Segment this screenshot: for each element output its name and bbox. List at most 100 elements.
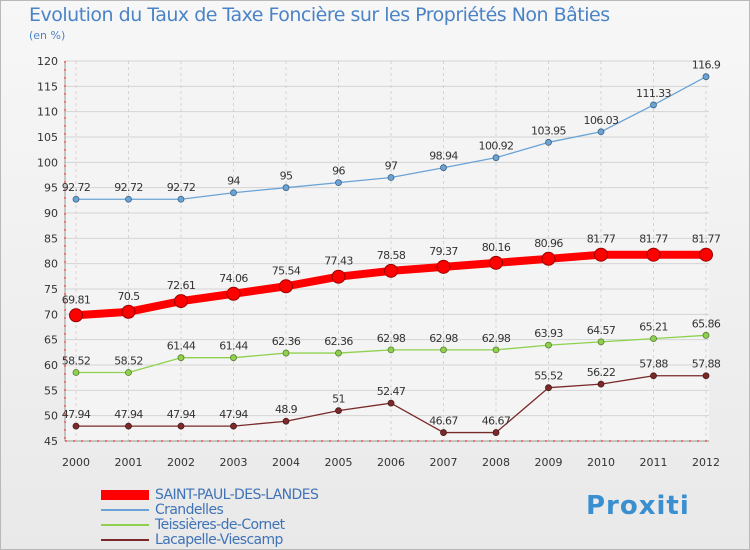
data-label: 57.88 [692, 358, 721, 371]
x-tick-label: 2002 [167, 456, 195, 469]
y-tick-label: 120 [37, 55, 58, 68]
y-tick-label: 100 [37, 156, 58, 169]
data-point [597, 380, 605, 388]
y-tick-label: 110 [37, 106, 58, 119]
data-point [545, 384, 552, 392]
y-tick-label: 75 [44, 283, 58, 296]
data-label: 98.94 [429, 150, 458, 163]
data-label: 103.95 [531, 124, 566, 137]
legend-label: SAINT-PAUL-DES-LANDES [155, 486, 319, 503]
data-label: 116.9 [692, 59, 721, 72]
data-point [230, 422, 237, 430]
data-label: 47.94 [219, 408, 248, 421]
data-label: 111.33 [636, 87, 671, 100]
data-label: 81.77 [587, 233, 616, 246]
data-point [282, 417, 290, 425]
data-point [72, 369, 80, 376]
legend-item: SAINT-PAUL-DES-LANDES [101, 486, 319, 503]
x-tick-label: 2012 [692, 456, 720, 469]
data-point [335, 407, 342, 415]
y-tick-label: 60 [44, 359, 58, 372]
data-label: 75.54 [272, 264, 301, 277]
data-label: 74.06 [219, 272, 248, 285]
data-point [702, 73, 710, 81]
legend-label: Crandelles [155, 501, 224, 518]
data-point [387, 174, 395, 181]
legend-swatch [101, 523, 149, 526]
data-label: 58.52 [114, 354, 143, 367]
legend-swatch [101, 538, 149, 541]
x-tick-label: 2004 [272, 456, 300, 469]
data-label: 77.43 [324, 255, 353, 268]
data-label: 51 [332, 393, 345, 406]
x-tick-label: 2008 [482, 456, 510, 469]
data-point [541, 251, 556, 266]
legend-label: Lacapelle-Viescamp [155, 531, 283, 548]
data-point [489, 255, 503, 270]
x-tick-label: 2011 [640, 456, 668, 469]
y-tick-label: 65 [44, 334, 58, 347]
data-label: 56.22 [587, 366, 616, 379]
data-point [230, 189, 237, 197]
data-point [177, 422, 185, 430]
data-label: 70.5 [117, 290, 140, 303]
data-point [69, 308, 83, 323]
data-point [492, 346, 500, 354]
data-label: 69.81 [62, 293, 91, 306]
data-point [335, 349, 342, 357]
x-tick-label: 2006 [377, 456, 405, 469]
data-point [72, 195, 80, 203]
data-point [597, 338, 605, 346]
data-label: 97 [385, 160, 398, 173]
data-point [384, 263, 398, 278]
x-tick-label: 2009 [535, 456, 563, 469]
x-tick-label: 2010 [587, 456, 615, 469]
data-point [646, 247, 661, 262]
data-label: 100.92 [479, 140, 514, 153]
data-label: 79.37 [429, 245, 458, 258]
legend-item: Crandelles [101, 501, 224, 518]
data-point [492, 154, 500, 162]
y-tick-label: 95 [44, 182, 58, 195]
data-label: 78.58 [377, 249, 406, 262]
data-label: 65.21 [639, 321, 668, 334]
y-tick-label: 55 [44, 384, 58, 397]
data-point [335, 179, 342, 187]
y-tick-label: 45 [44, 435, 58, 448]
x-tick-label: 2001 [115, 456, 143, 469]
data-point [72, 422, 80, 430]
data-point [121, 304, 136, 319]
x-tick-label: 2000 [62, 456, 90, 469]
data-label: 92.72 [167, 181, 196, 194]
legend-swatch [101, 508, 149, 511]
brand-logo: Proxiti [586, 491, 690, 521]
data-point [282, 184, 290, 192]
data-label: 52.47 [377, 385, 406, 398]
legend-label: Teissières-de-Cornet [155, 516, 285, 533]
data-point [230, 354, 237, 362]
data-label: 96 [332, 165, 345, 178]
x-tick-label: 2003 [220, 456, 248, 469]
data-label: 106.03 [584, 114, 619, 127]
y-tick-label: 85 [44, 232, 58, 245]
data-label: 47.94 [114, 408, 143, 421]
data-label: 95 [280, 170, 293, 183]
data-point [125, 422, 132, 430]
data-point [279, 279, 293, 294]
data-point [125, 195, 132, 203]
data-point [594, 247, 608, 262]
data-label: 46.67 [482, 415, 511, 428]
data-point [226, 286, 241, 301]
data-point [436, 259, 451, 274]
data-point [387, 399, 395, 407]
data-label: 58.52 [62, 354, 91, 367]
data-point [174, 294, 188, 309]
data-label: 64.57 [587, 324, 616, 337]
chart-title: Evolution du Taux de Taxe Foncière sur l… [29, 4, 610, 26]
data-point [699, 247, 713, 262]
data-point [545, 341, 552, 349]
data-label: 61.44 [219, 340, 248, 353]
data-label: 47.94 [167, 408, 196, 421]
data-label: 80.96 [534, 237, 563, 250]
